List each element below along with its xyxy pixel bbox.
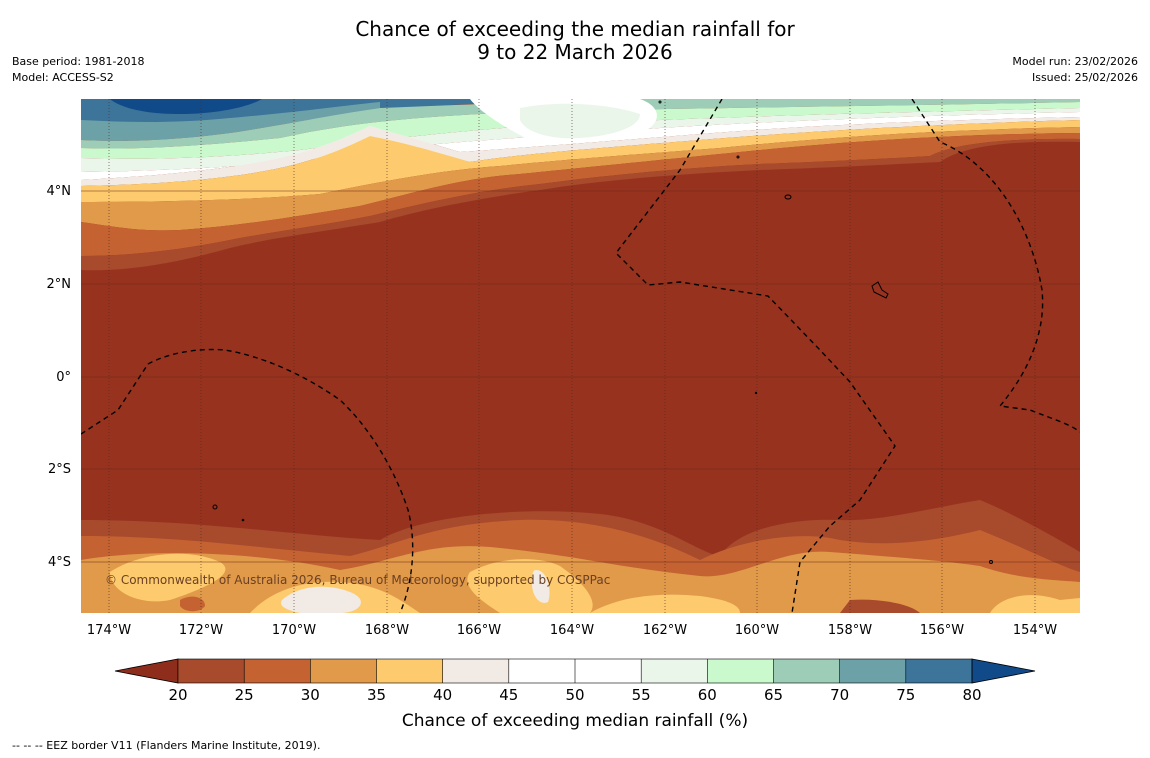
colorbar-segment: [442, 659, 509, 683]
info-left: Base period: 1981-2018 Model: ACCESS-S2: [12, 54, 144, 86]
colorbar-segment: [839, 659, 906, 683]
south-band-40-b: [532, 570, 550, 603]
eez-border-west: [81, 348, 414, 613]
colorbar-segment: [178, 659, 245, 683]
north-band-40: [81, 117, 1080, 186]
lon-label: 170°W: [272, 623, 316, 638]
colorbar-tick: 55: [632, 686, 651, 704]
eez-footnote: -- -- -- EEZ border V11 (Flanders Marine…: [12, 739, 321, 752]
colorbar-under-arrow: [114, 658, 179, 684]
colorbar-tick: 65: [764, 686, 783, 704]
lon-label: 162°W: [643, 623, 687, 638]
south-band-25-patch: [180, 596, 205, 612]
north-band-70: [81, 102, 380, 141]
colorbar-tick: 35: [367, 686, 386, 704]
north-band-35: [81, 120, 1080, 202]
colorbar-tick: 20: [168, 686, 187, 704]
colorbar-tick: 60: [698, 686, 717, 704]
latitude-gridlines: [81, 190, 1080, 563]
colorbar-tick: 45: [499, 686, 518, 704]
north-band-30: [81, 127, 1080, 231]
copyright-text: © Commonwealth of Australia 2026, Bureau…: [105, 573, 610, 587]
model-run-text: Model run: 23/02/2026: [1012, 55, 1138, 68]
lon-label: 154°W: [1013, 623, 1057, 638]
colorbar: 20 25 30 35 40 45 50 55 60 65 70 75 80 C…: [114, 658, 1036, 731]
longitude-labels: 174°W 172°W 170°W 168°W 166°W 164°W 162°…: [87, 623, 1057, 638]
lat-label: 2°N: [47, 277, 72, 292]
colorbar-segment: [641, 659, 708, 683]
eez-border-east: [911, 99, 1080, 433]
south-band-35-center: [467, 559, 593, 613]
latitude-labels: 4°N 2°N 0° 2°S 4°S: [47, 184, 72, 570]
colorbar-tick: 30: [301, 686, 320, 704]
colorbar-tick: 50: [565, 686, 584, 704]
lon-label: 172°W: [179, 623, 223, 638]
colorbar-tick: 25: [235, 686, 254, 704]
north-light-green-patch: [520, 103, 640, 139]
lon-label: 174°W: [87, 623, 131, 638]
colorbar-segment: [773, 659, 840, 683]
colorbar-label: Chance of exceeding median rainfall (%): [402, 711, 748, 731]
title-line-2: 9 to 22 March 2026: [477, 40, 673, 64]
colorbar-segment: [905, 659, 972, 683]
lat-label: 0°: [56, 370, 71, 385]
issued-text: Issued: 25/02/2026: [1031, 71, 1138, 84]
north-band-over80: [110, 99, 262, 114]
north-band-25: [81, 133, 1080, 256]
colorbar-segment: [508, 659, 575, 683]
colorbar-segment: [376, 659, 443, 683]
islands: [212, 100, 993, 564]
rainfall-map: © Commonwealth of Australia 2026, Bureau…: [81, 99, 1080, 613]
base-period-text: Base period: 1981-2018: [12, 55, 145, 68]
south-band-35-far-east: [990, 595, 1080, 613]
model-text: Model: ACCESS-S2: [12, 71, 114, 84]
lat-label: 2°S: [48, 462, 71, 477]
lon-label: 168°W: [365, 623, 409, 638]
colorbar-segment: [707, 659, 774, 683]
south-band-35-west: [110, 553, 226, 602]
lon-label: 160°W: [735, 623, 779, 638]
colorbar-over-arrow: [971, 658, 1036, 684]
south-band-40-a: [280, 586, 361, 613]
chart-title: Chance of exceeding the median rainfall …: [0, 18, 1150, 64]
lon-label: 158°W: [828, 623, 872, 638]
colorbar-segment: [244, 659, 311, 683]
north-band-45-55: [81, 112, 1080, 180]
title-line-1: Chance of exceeding the median rainfall …: [355, 17, 795, 41]
lat-label: 4°N: [47, 184, 72, 199]
south-band-20-patch: [840, 599, 920, 613]
colorbar-segment: [310, 659, 377, 683]
lat-label: 4°S: [48, 555, 71, 570]
colorbar-tick: 75: [896, 686, 915, 704]
colorbar-ticks: 20 25 30 35 40 45 50 55 60 65 70 75 80: [168, 686, 981, 704]
lon-label: 164°W: [550, 623, 594, 638]
north-band-20: [81, 138, 1080, 271]
colorbar-tick: 80: [962, 686, 981, 704]
info-right: Model run: 23/02/2026 Issued: 25/02/2026: [1012, 54, 1138, 86]
eez-borders: [81, 99, 1080, 613]
colorbar-tick: 70: [830, 686, 849, 704]
lon-label: 166°W: [457, 623, 501, 638]
colorbar-tick: 40: [433, 686, 452, 704]
colorbar-segment: [575, 659, 642, 683]
lon-label: 156°W: [920, 623, 964, 638]
